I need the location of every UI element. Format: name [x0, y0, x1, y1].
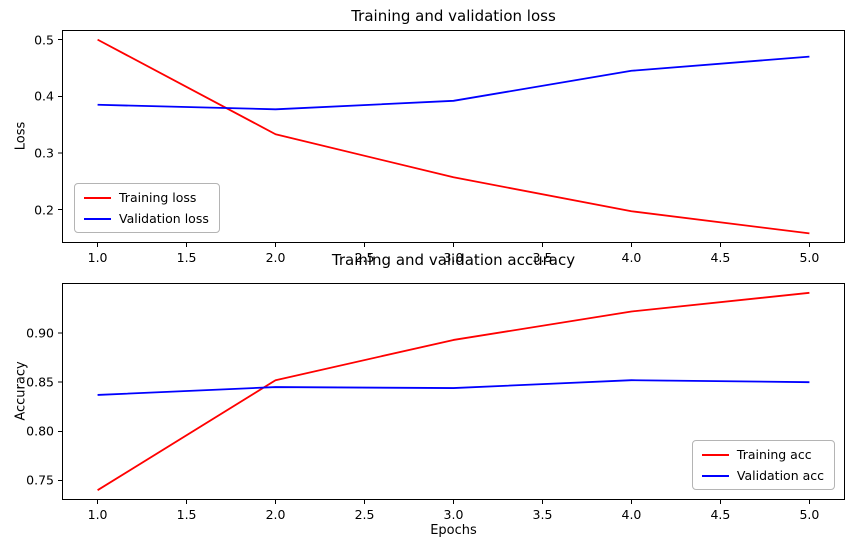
x-tick-label: 4.5	[710, 250, 731, 265]
legend-line-sample	[84, 217, 111, 220]
y-tick-label: 0.85	[26, 374, 54, 390]
x-tick-label: 3.0	[443, 507, 464, 522]
x-tick-label: 1.5	[176, 507, 197, 522]
loss-y-axis-label: Loss	[13, 121, 29, 151]
legend-line-sample	[84, 196, 111, 199]
validation-loss-line	[97, 55, 810, 111]
x-tick-label: 3.0	[443, 250, 464, 265]
accuracy-chart-title: Training and validation accuracy	[331, 251, 576, 269]
training-acc-line	[97, 291, 810, 491]
x-tick-label: 4.0	[621, 507, 642, 522]
y-tick-label: 0.90	[26, 325, 54, 341]
x-tick-label: 2.0	[265, 250, 286, 265]
legend-label: Training loss	[119, 190, 197, 205]
y-tick-label: 0.3	[34, 145, 54, 161]
legend-item: Validation acc	[701, 468, 824, 483]
legend-item: Validation loss	[84, 211, 209, 226]
legend-item: Training acc	[701, 447, 824, 462]
legend-label: Training acc	[736, 447, 812, 462]
accuracy-y-axis-label: Accuracy	[13, 361, 29, 421]
x-tick-label: 2.5	[354, 507, 375, 522]
y-tick-label: 0.2	[34, 202, 54, 218]
x-tick-label: 5.0	[799, 250, 820, 265]
validation-acc-line	[97, 379, 810, 396]
loss-chart-title: Training and validation loss	[351, 7, 556, 25]
x-axis-label: Epochs	[430, 523, 477, 538]
training-loss-line	[97, 38, 810, 235]
training-and-validation-accuracy-legend: Training acc Validation acc	[691, 440, 835, 490]
x-tick-label: 4.5	[710, 507, 731, 522]
y-tick-label: 0.80	[26, 423, 54, 439]
loss-plot-area	[58, 30, 845, 247]
accuracy-plot-area	[58, 283, 845, 504]
x-tick-label: 1.0	[87, 250, 108, 265]
x-tick-label: 1.0	[87, 507, 108, 522]
legend-item: Training loss	[84, 190, 209, 205]
x-tick-label: 2.5	[354, 250, 375, 265]
legend-line-sample	[701, 453, 729, 456]
x-tick-label: 2.0	[265, 507, 286, 522]
x-tick-label: 4.0	[621, 250, 642, 265]
x-tick-label: 3.5	[532, 507, 553, 522]
axes-spines	[62, 30, 845, 243]
x-tick-label: 3.5	[532, 250, 553, 265]
training-and-validation-loss-legend: Training loss Validation loss	[74, 183, 220, 233]
legend-line-sample	[701, 474, 729, 477]
x-tick-label: 5.0	[799, 507, 820, 522]
y-tick-label: 0.75	[26, 472, 54, 488]
x-tick-label: 1.5	[176, 250, 197, 265]
axes-spines	[62, 283, 845, 500]
legend-label: Validation acc	[736, 468, 824, 483]
legend-label: Validation loss	[119, 211, 209, 226]
y-tick-label: 0.4	[34, 88, 54, 104]
y-tick-label: 0.5	[34, 32, 54, 48]
